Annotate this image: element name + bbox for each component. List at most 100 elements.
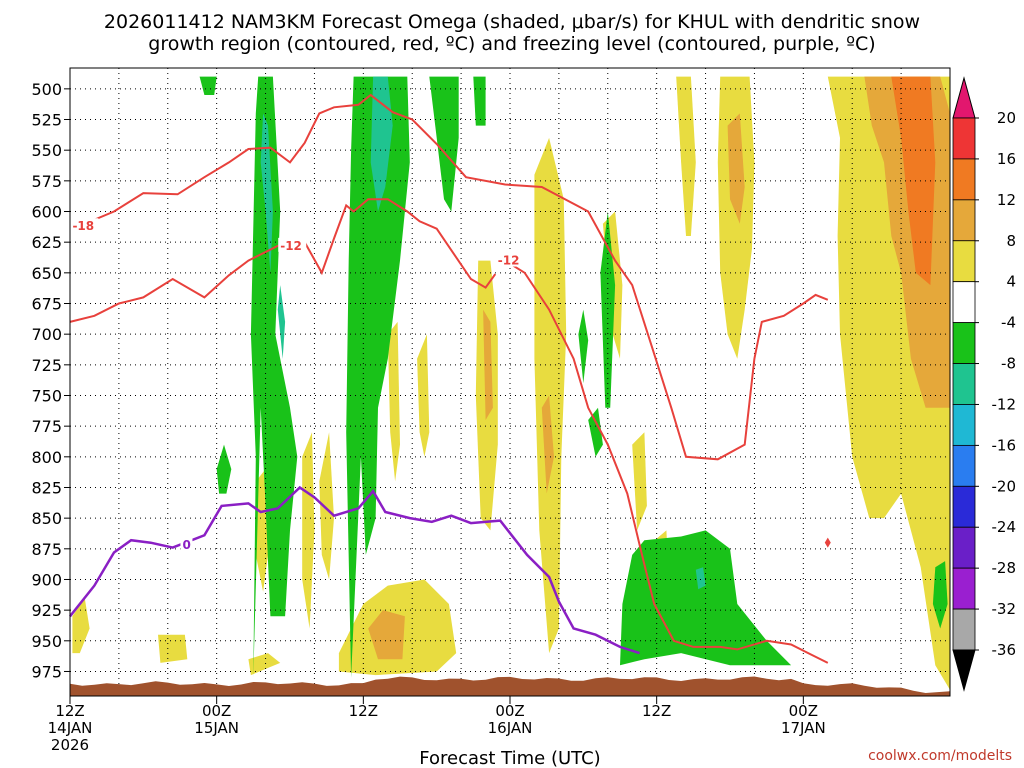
red-isotherm-label-0: -18 xyxy=(72,219,94,233)
colorbar-label-6: -8 xyxy=(1001,355,1016,373)
colorbar-bin-5 xyxy=(952,322,976,364)
axes: 500 525 550 575 600 625 650 675 700 725 750 775 800 8… xyxy=(31,67,951,754)
y-tick-label-900: 900 xyxy=(31,570,62,589)
colorbar-bin-0 xyxy=(952,117,976,160)
ascent-region-gold-col-j xyxy=(727,113,745,224)
x-tick-label-3-1: 16JAN xyxy=(488,719,533,737)
omega-region-green-column-b xyxy=(346,76,410,678)
y-tick-label-725: 725 xyxy=(31,356,62,375)
x-tick-label-5-0: 00Z xyxy=(789,702,818,720)
colorbar-label-7: -12 xyxy=(992,395,1017,413)
y-tick-label-650: 650 xyxy=(31,264,62,283)
colorbar-label-9: -20 xyxy=(992,477,1017,495)
y-tick-label-800: 800 xyxy=(31,448,62,467)
y-tick-label-550: 550 xyxy=(31,141,62,160)
y-tick-label-700: 700 xyxy=(31,325,62,344)
colorbar-label-8: -16 xyxy=(992,436,1017,454)
omega-region-green-top-d xyxy=(473,76,486,126)
omega-region-teal-core-b xyxy=(277,285,286,359)
terrain xyxy=(70,676,950,696)
y-tick-label-925: 925 xyxy=(31,601,62,620)
ascent-region-yellow-col-r xyxy=(387,321,400,482)
ascent-region-yellow-col-q xyxy=(319,432,334,580)
ascent-region-orange-right-core xyxy=(891,76,936,286)
red-isotherm-0 xyxy=(70,93,829,461)
omega-region-green-column-a xyxy=(250,76,298,678)
colorbar: 20 16 12 8 4 -4 -8 -12 -16 -20 -24 -28 -32 -36 xyxy=(952,76,1017,692)
colorbar-bin-9 xyxy=(952,485,976,528)
colorbar-bin-7 xyxy=(952,404,976,446)
y-tick-label-575: 575 xyxy=(31,172,62,191)
red-isotherm-label-1: -12 xyxy=(280,239,302,253)
x-tick-label-2-0: 12Z xyxy=(349,702,378,720)
colorbar-bin-2 xyxy=(952,199,976,242)
colorbar-top-arrow xyxy=(952,76,976,119)
ascent-region-yellow-low-w xyxy=(158,634,188,663)
red-isotherm-label-2-bg xyxy=(495,252,524,267)
colorbar-label-5: -4 xyxy=(1001,314,1016,332)
x-tick-label-3-0: 00Z xyxy=(495,702,524,720)
freezing-level-label-bg xyxy=(180,537,193,552)
omega-shading xyxy=(72,76,950,690)
omega-region-teal-core-a xyxy=(260,113,273,273)
freezing-level-label: 0 xyxy=(182,538,190,552)
colorbar-label-10: -24 xyxy=(992,518,1017,536)
colorbar-bin-12 xyxy=(952,608,976,651)
y-tick-label-500: 500 xyxy=(31,80,62,99)
plot-area xyxy=(69,67,951,697)
x-tick-label-0-2: 2026 xyxy=(51,736,89,754)
ascent-region-gold-col-o xyxy=(483,309,493,420)
ascent-region-gold-col-l xyxy=(541,395,554,494)
y-tick-label-975: 975 xyxy=(31,662,62,681)
colorbar-bin-3 xyxy=(952,240,976,283)
isotherm-contours: -18 -12 -12 0 xyxy=(69,93,831,664)
colorbar-label-11: -28 xyxy=(992,559,1017,577)
ascent-region-yellow-low-x xyxy=(248,653,281,676)
ascent-region-yellow-low-v xyxy=(72,597,90,654)
omega-region-green-small-f xyxy=(588,407,603,457)
omega-region-teal-core-c xyxy=(370,76,393,212)
colorbar-bin-10 xyxy=(952,526,976,569)
omega-region-teal-small-g xyxy=(695,567,706,590)
omega-region-green-low-g xyxy=(620,530,792,666)
red-isotherm-1 xyxy=(69,198,497,323)
red-isotherm-label-1-bg xyxy=(278,237,307,252)
colorbar-label-12: -32 xyxy=(992,600,1017,618)
y-tick-label-600: 600 xyxy=(31,203,62,222)
x-tick-label-1-0: 00Z xyxy=(202,702,231,720)
y-tick-label-525: 525 xyxy=(31,111,62,130)
x-tick-label-1-1: 15JAN xyxy=(194,719,239,737)
freezing-level-contour xyxy=(69,485,640,655)
y-tick-label-850: 850 xyxy=(31,509,62,528)
colorbar-label-4: 4 xyxy=(1006,273,1016,291)
y-tick-label-875: 875 xyxy=(31,540,62,559)
omega-region-green-top-e xyxy=(199,76,217,95)
x-tick-label-0-1: 14JAN xyxy=(48,719,93,737)
omega-region-green-mid-e xyxy=(600,211,616,408)
gridlines xyxy=(69,68,951,696)
red-isotherm-label-2: -12 xyxy=(498,254,520,268)
omega-region-green-right-h xyxy=(932,561,948,629)
colorbar-bin-4 xyxy=(952,281,976,324)
x-axis-label: Forecast Time (UTC) xyxy=(419,748,600,768)
y-tick-label-950: 950 xyxy=(31,632,62,651)
colorbar-bottom-arrow xyxy=(952,649,976,692)
colorbar-bin-6 xyxy=(952,363,976,405)
x-tick-label-0-0: 12Z xyxy=(55,702,84,720)
red-diamond-marker xyxy=(824,537,831,548)
x-tick-label-5-1: 17JAN xyxy=(781,719,826,737)
colorbar-label-2: 12 xyxy=(997,191,1016,209)
terrain-fill xyxy=(70,676,950,696)
y-tick-label-825: 825 xyxy=(31,478,62,497)
y-tick-label-775: 775 xyxy=(31,417,62,436)
colorbar-label-13: -36 xyxy=(992,641,1017,659)
chart-title-line2: growth region (contoured, red, ºC) and f… xyxy=(148,33,875,55)
y-tick-label-625: 625 xyxy=(31,233,62,252)
colorbar-label-3: 8 xyxy=(1006,232,1016,250)
credit-text[interactable]: coolwx.com/modelts xyxy=(868,748,1012,764)
colorbar-bin-8 xyxy=(952,444,976,487)
ascent-region-yellow-low-u xyxy=(255,469,268,592)
colorbar-bin-11 xyxy=(952,567,976,610)
chart-title-line1: 2026011412 NAM3KM Forecast Omega (shaded… xyxy=(104,11,920,33)
